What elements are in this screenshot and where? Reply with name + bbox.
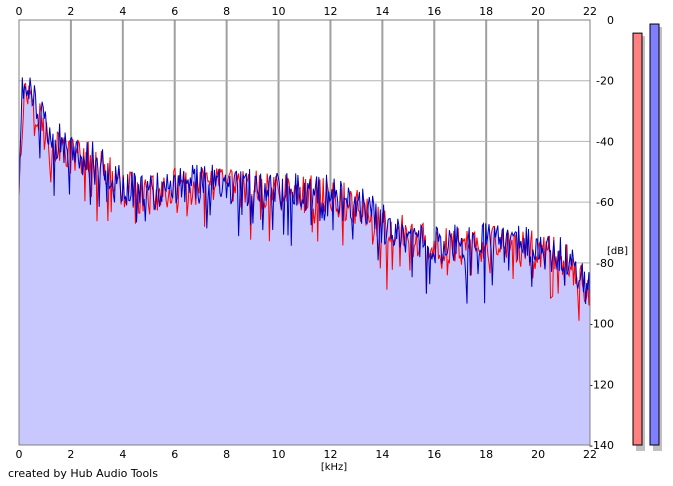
x-tick-label-bottom: 6 xyxy=(171,448,178,461)
x-tick-label-top: 0 xyxy=(16,5,23,18)
x-tick-label-bottom: 8 xyxy=(223,448,230,461)
x-tick-label-top: 10 xyxy=(272,5,286,18)
x-tick-label-bottom: 2 xyxy=(67,448,74,461)
x-tick-label-top: 6 xyxy=(171,5,178,18)
series-lines xyxy=(18,77,591,321)
level-meter-bar xyxy=(649,23,660,446)
x-tick-label-top: 12 xyxy=(323,5,337,18)
x-tick-label-bottom: 16 xyxy=(427,448,441,461)
plot-frame xyxy=(18,19,591,446)
x-tick-label-top: 20 xyxy=(531,5,545,18)
x-tick-label-bottom: 12 xyxy=(323,448,337,461)
x-tick-label-bottom: 14 xyxy=(375,448,389,461)
credit-text: created by Hub Audio Tools xyxy=(8,467,158,480)
x-tick-label-bottom: 18 xyxy=(479,448,493,461)
x-tick-label-bottom: 22 xyxy=(583,448,597,461)
y-tick-label: -60 xyxy=(596,196,614,209)
y-tick-label: -140 xyxy=(589,439,614,452)
x-tick-label-bottom: 0 xyxy=(16,448,23,461)
y-tick-label: -100 xyxy=(589,318,614,331)
y-tick-label: -40 xyxy=(596,135,614,148)
x-tick-label-top: 18 xyxy=(479,5,493,18)
x-tick-label-bottom: 20 xyxy=(531,448,545,461)
y-axis-label: [dB] xyxy=(607,246,628,257)
spectrum-fill-area xyxy=(19,77,590,446)
series-line-blue xyxy=(18,77,591,308)
y-tick-label: 0 xyxy=(607,14,614,27)
x-tick-label-top: 2 xyxy=(67,5,74,18)
x-axis-label: [kHz] xyxy=(321,462,347,473)
y-tick-label: -120 xyxy=(589,378,614,391)
x-tick-label-bottom: 10 xyxy=(272,448,286,461)
x-tick-label-bottom: 4 xyxy=(119,448,126,461)
y-tick-label: -80 xyxy=(596,257,614,270)
x-tick-label-top: 4 xyxy=(119,5,126,18)
level-meter-bar xyxy=(632,32,643,446)
spectrum-fill xyxy=(19,77,590,446)
axes: 002244668810101212141416161818202022220-… xyxy=(16,5,615,461)
x-tick-label-top: 8 xyxy=(223,5,230,18)
y-tick-label: -20 xyxy=(596,75,614,88)
x-tick-label-top: 22 xyxy=(583,5,597,18)
x-tick-label-top: 14 xyxy=(375,5,389,18)
x-tick-label-top: 16 xyxy=(427,5,441,18)
level-meters xyxy=(632,23,662,452)
